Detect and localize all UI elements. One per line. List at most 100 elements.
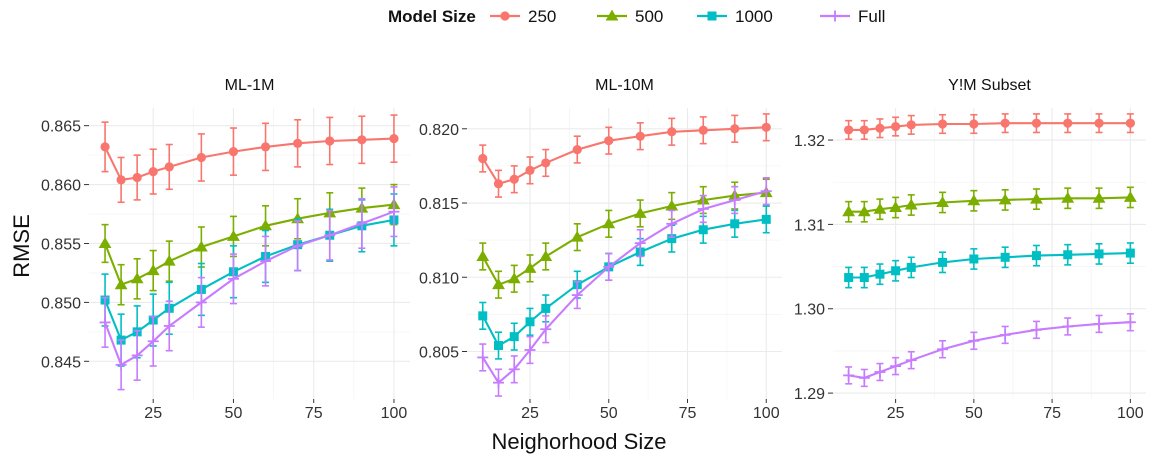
data-point (875, 123, 885, 133)
data-point (1125, 248, 1135, 258)
data-point (904, 198, 918, 210)
data-point (890, 360, 902, 372)
y-tick-label: 0.845 (41, 354, 81, 371)
data-point (357, 135, 367, 145)
y-tick-label: 0.865 (41, 119, 81, 136)
legend-title: Model Size (388, 7, 476, 26)
data-point (507, 272, 521, 284)
data-point (843, 369, 855, 381)
series-full (99, 186, 400, 391)
data-point (260, 255, 272, 267)
y-tick-label: 0.820 (419, 122, 459, 139)
series-250 (478, 113, 771, 198)
data-point (667, 127, 677, 137)
data-point (114, 278, 128, 290)
panel-title: ML-10M (595, 77, 654, 94)
data-point (476, 250, 490, 261)
data-point (1094, 249, 1104, 259)
data-point (842, 205, 856, 217)
data-point (859, 125, 869, 135)
data-point (602, 217, 616, 229)
y-tick-label: 0.805 (419, 344, 459, 361)
data-point (936, 196, 949, 207)
panel-1: ML-1M 0.845 0.850 0.855 0.860 0.865 25 50 75 100 (41, 77, 410, 422)
data-point (525, 317, 535, 327)
data-point (130, 272, 144, 284)
data-point (100, 142, 110, 152)
data-point (1123, 191, 1137, 202)
data-point (603, 261, 615, 273)
y-tick-label: 0.815 (419, 196, 459, 213)
y-tick-label: 1.31 (794, 217, 825, 234)
data-point (697, 203, 709, 215)
data-point (525, 165, 535, 175)
x-axis-title: Neighorhood Size (492, 429, 667, 454)
data-point (115, 359, 127, 371)
data-point (1063, 250, 1073, 260)
data-point (761, 122, 771, 132)
x-tick-label: 50 (965, 405, 983, 422)
legend-key-marker (829, 10, 841, 22)
data-point (1031, 118, 1042, 128)
data-point (873, 202, 887, 214)
data-point (1030, 192, 1043, 204)
data-point (891, 266, 901, 276)
data-point (999, 329, 1011, 341)
x-tick-label: 25 (887, 405, 905, 422)
legend-label: 250 (528, 7, 556, 26)
data-point (875, 269, 885, 279)
legend-label: 500 (635, 7, 663, 26)
data-point (604, 136, 614, 146)
x-tick-label: 75 (679, 405, 697, 422)
data-point (163, 320, 175, 332)
data-point (356, 217, 368, 229)
y-tick-label: 0.850 (41, 295, 81, 312)
data-point (227, 273, 239, 285)
legend-key-marker (500, 11, 510, 21)
data-point (131, 349, 143, 361)
y-tick-label: 1.30 (794, 302, 825, 319)
x-tick-label: 25 (521, 405, 539, 422)
data-point (1063, 118, 1073, 128)
data-point (571, 289, 583, 301)
data-point (1125, 118, 1135, 128)
data-point (968, 335, 980, 347)
legend-item-250: 250 (490, 7, 556, 26)
data-point (667, 234, 677, 244)
data-point (494, 341, 503, 351)
data-point (761, 214, 771, 224)
y-tick-label: 1.29 (794, 386, 825, 403)
data-point (540, 323, 552, 335)
data-point (635, 131, 645, 141)
data-point (938, 257, 948, 267)
legend-item-full: Full (820, 7, 885, 26)
data-point (998, 193, 1012, 205)
series-250 (844, 113, 1135, 141)
data-point (1031, 251, 1041, 261)
data-point (905, 354, 917, 366)
data-point (493, 377, 504, 389)
data-point (906, 262, 916, 272)
data-point (523, 261, 537, 273)
series-full (843, 313, 1136, 388)
data-point (147, 335, 159, 347)
data-point (857, 205, 871, 217)
data-point (1092, 191, 1106, 203)
data-point (906, 120, 916, 130)
data-point (477, 351, 489, 363)
data-point (730, 124, 740, 134)
data-point (98, 237, 112, 248)
x-tick-label: 25 (144, 405, 162, 422)
data-point (1093, 318, 1105, 330)
x-tick-label: 100 (753, 405, 780, 422)
legend-label: Full (858, 7, 885, 26)
data-point (508, 363, 520, 375)
data-point (729, 194, 741, 206)
data-point (293, 138, 303, 148)
data-point (633, 207, 647, 218)
data-point (195, 296, 207, 308)
data-point (325, 136, 335, 146)
data-point (1000, 252, 1010, 262)
data-point (324, 229, 336, 241)
